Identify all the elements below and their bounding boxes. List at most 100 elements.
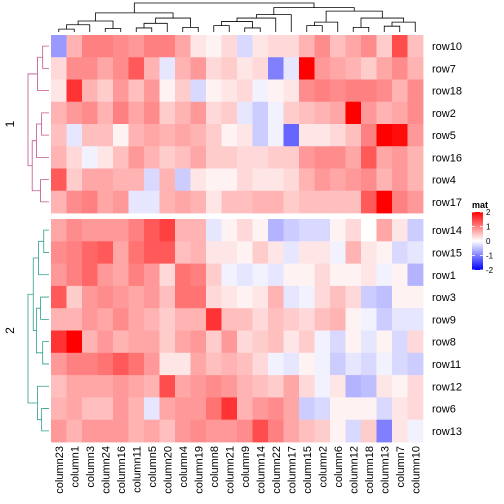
dendrogram-branch — [37, 56, 49, 92]
heatmap-cell — [221, 79, 238, 103]
heatmap-cell — [128, 35, 145, 58]
heatmap-cell — [237, 219, 253, 242]
heatmap-cell — [345, 57, 362, 80]
heatmap-cell — [190, 190, 207, 214]
heatmap-cell — [237, 263, 253, 287]
heatmap-cell — [361, 263, 377, 287]
heatmap-cell — [392, 263, 408, 287]
heatmap-cell — [113, 330, 129, 354]
heatmap-cell — [175, 375, 191, 398]
row-label: row6 — [432, 404, 456, 416]
heatmap-cell — [376, 190, 393, 214]
row-label: row12 — [432, 381, 462, 393]
column-label: column24 — [100, 446, 112, 494]
heatmap-cell — [345, 79, 362, 103]
heatmap-cell — [392, 419, 408, 443]
heatmap-cell — [113, 397, 129, 421]
heatmap-cell — [221, 168, 238, 192]
heatmap-cell — [113, 190, 129, 214]
dendrogram-branch — [58, 28, 75, 32]
heatmap-cell — [97, 168, 114, 192]
heatmap-cell — [376, 263, 393, 287]
heatmap-cell — [392, 219, 408, 242]
heatmap-cell — [221, 219, 238, 242]
heatmap-cell — [299, 352, 315, 376]
heatmap-cell — [82, 168, 98, 192]
heatmap-cell — [268, 330, 284, 354]
heatmap-cell — [283, 101, 300, 125]
heatmap-cell — [206, 146, 222, 169]
heatmap-cell — [407, 308, 424, 331]
heatmap-cell — [407, 101, 424, 125]
dendrogram-branch — [325, 10, 383, 23]
heatmap-cell — [97, 124, 114, 147]
heatmap-cell — [237, 124, 253, 147]
column-label: column10 — [410, 446, 422, 494]
dendrogram-branch — [221, 21, 253, 28]
heatmap-cell — [283, 308, 300, 331]
heatmap-cell — [314, 241, 331, 264]
heatmap-cell — [175, 219, 191, 242]
heatmap-cell — [407, 146, 424, 169]
heatmap-cell — [113, 146, 129, 169]
dendrogram-branch — [213, 25, 230, 32]
heatmap-cell — [330, 219, 346, 242]
heatmap-cell — [159, 352, 176, 376]
heatmap-cell — [159, 190, 176, 214]
heatmap-cell — [190, 375, 207, 398]
heatmap-cell — [51, 124, 67, 147]
heatmap-cell — [159, 397, 176, 421]
heatmap-cell — [144, 146, 160, 169]
heatmap-cell — [283, 168, 300, 192]
column-label: column19 — [193, 446, 205, 494]
heatmap-cell — [407, 419, 424, 443]
heatmap-cell — [361, 241, 377, 264]
heatmap-cell — [175, 190, 191, 214]
row-label: row18 — [432, 86, 462, 98]
heatmap-cell — [407, 219, 424, 242]
heatmap-cell — [206, 219, 222, 242]
row-label: row7 — [432, 63, 456, 75]
heatmap-cell — [51, 330, 67, 354]
heatmap-cell — [82, 308, 98, 331]
heatmap-cell — [113, 101, 129, 125]
heatmap-cell — [206, 35, 222, 58]
heatmap-cell — [299, 285, 315, 309]
heatmap-cell — [314, 35, 331, 58]
heatmap-cell — [345, 397, 362, 421]
heatmap-cell — [190, 419, 207, 443]
heatmap-cell — [345, 35, 362, 58]
heatmap-cell — [299, 35, 315, 58]
heatmap-cell — [51, 190, 67, 214]
row-label: row5 — [432, 130, 456, 142]
row-label: row11 — [432, 359, 461, 371]
heatmap-cells — [51, 35, 424, 443]
heatmap-cell — [190, 35, 207, 58]
heatmap-cell — [314, 330, 331, 354]
heatmap-cell — [392, 57, 408, 80]
heatmap-cell — [314, 190, 331, 214]
heatmap-cell — [51, 419, 67, 443]
heatmap-cell — [407, 79, 424, 103]
heatmap-cell — [376, 352, 393, 376]
heatmap-cell — [159, 168, 176, 192]
column-label: column22 — [271, 446, 283, 494]
heatmap-cell — [144, 57, 160, 80]
heatmap-cell — [175, 352, 191, 376]
heatmap-cell — [175, 263, 191, 287]
heatmap-cell — [128, 57, 145, 80]
dendrogram-branch — [40, 296, 49, 320]
heatmap-cell — [97, 219, 114, 242]
heatmap-cell — [268, 397, 284, 421]
heatmap-cell — [268, 375, 284, 398]
heatmap-cell — [82, 101, 98, 125]
column-label: column14 — [255, 446, 267, 494]
heatmap-cell — [51, 375, 67, 398]
column-label: column17 — [286, 446, 298, 494]
heatmap-cell — [407, 35, 424, 58]
dendrogram-branch — [244, 27, 261, 32]
heatmap-cell — [221, 241, 238, 264]
heatmap-cell — [144, 190, 160, 214]
heatmap-cell — [345, 330, 362, 354]
heatmap-cell — [268, 419, 284, 443]
